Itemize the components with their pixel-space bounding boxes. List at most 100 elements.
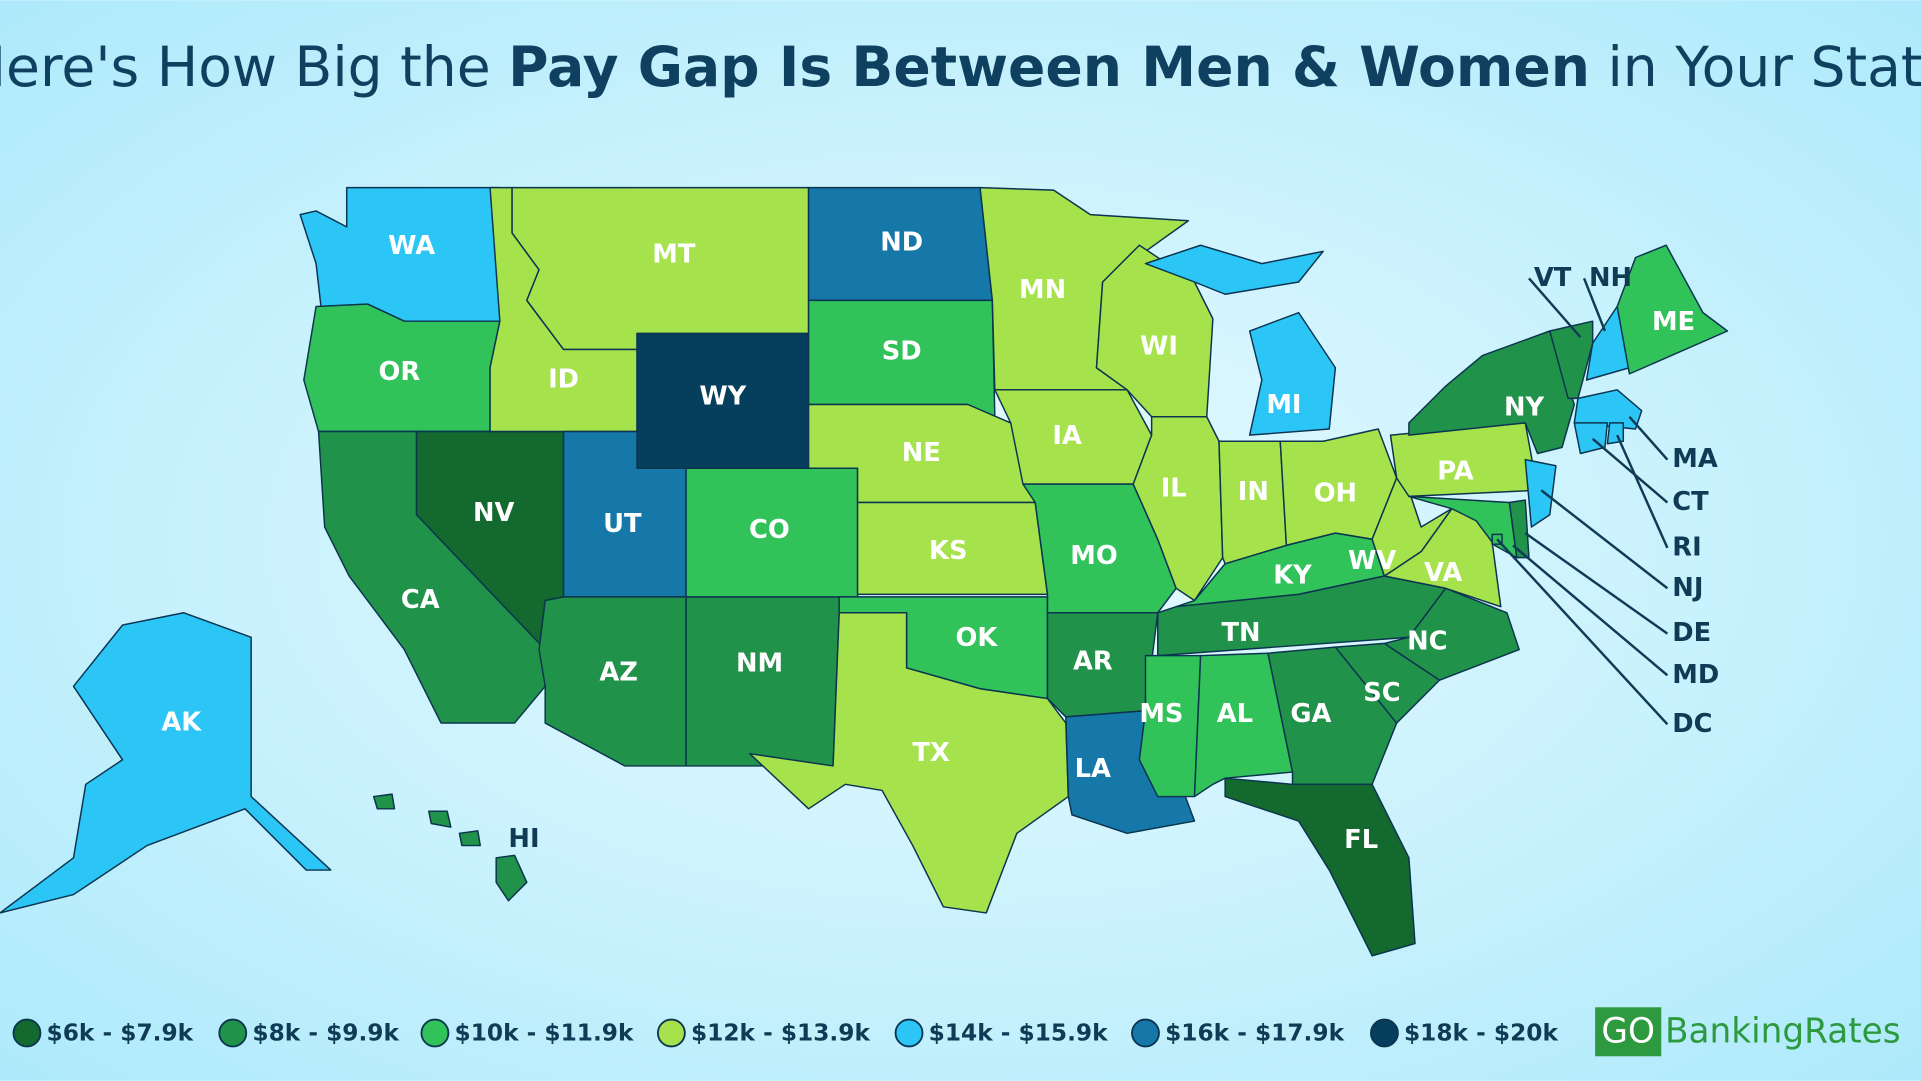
- leader-line: [1528, 277, 1582, 338]
- logo-left: GO: [1601, 1012, 1655, 1052]
- state-shape: [1132, 416, 1224, 602]
- state-shape: [428, 810, 452, 828]
- state-label: UT: [603, 509, 642, 539]
- state-label: AK: [161, 708, 202, 738]
- title-part: in Your State: [1607, 36, 1921, 100]
- state-label: OH: [1314, 478, 1357, 508]
- legend-label: $10k - $11.9k: [455, 1020, 634, 1047]
- state-label: NY: [1504, 393, 1545, 423]
- state-label: MN: [1019, 275, 1066, 305]
- state-label: CT: [1672, 487, 1709, 517]
- state-label: TN: [1222, 618, 1261, 648]
- state-shape: [458, 830, 481, 847]
- state-label: CO: [749, 515, 790, 545]
- legend-swatch: [218, 1018, 248, 1048]
- logo-right: BankingRates: [1665, 1012, 1901, 1052]
- legend-swatch: [1369, 1018, 1399, 1048]
- state-shape: [0, 612, 332, 914]
- state-label: IN: [1238, 477, 1269, 507]
- state-shape: [1248, 311, 1337, 436]
- legend-swatch: [12, 1018, 42, 1048]
- state-label: KY: [1273, 561, 1312, 591]
- legend-swatch: [1131, 1018, 1160, 1048]
- title-part: Here's How Big the: [0, 36, 491, 100]
- title-part: Pay Gap Is Between Men & Women: [508, 36, 1590, 100]
- state-label: ME: [1652, 307, 1695, 337]
- legend: $6k - $7.9k $8k - $9.9k $10k - $11.9k $12k …: [12, 1018, 1558, 1048]
- state-label: MS: [1139, 699, 1183, 729]
- leader-line: [1628, 415, 1669, 461]
- state-shape: [538, 596, 687, 767]
- title: Here's How Big the Pay Gap Is Between Me…: [0, 36, 1921, 100]
- state-label: NC: [1407, 627, 1447, 657]
- leader-line: [1591, 437, 1669, 504]
- leader-line: [1512, 544, 1669, 677]
- state-label: SC: [1363, 678, 1400, 708]
- state-label: RI: [1672, 532, 1701, 562]
- legend-label: $12k - $13.9k: [691, 1020, 870, 1047]
- map: WA OR CA NV ID MT WY UT AZ NM CO ND SD NE KS OK TX MN IA MO…: [0, 186, 1729, 957]
- state-shape: [1524, 458, 1557, 528]
- logo: GO BankingRates: [1595, 1007, 1901, 1057]
- legend-label: $8k - $9.9k: [252, 1020, 399, 1047]
- state-shape: [1383, 587, 1520, 681]
- state-label: OK: [956, 623, 999, 653]
- state-label: LA: [1075, 754, 1111, 784]
- state-shape: [1408, 330, 1576, 455]
- state-label: WY: [699, 382, 746, 412]
- state-label: KS: [929, 536, 967, 566]
- logo-box: [1595, 1007, 1662, 1057]
- state-label: WV: [1348, 546, 1396, 576]
- state-label: GA: [1290, 699, 1331, 729]
- state-shape: [1144, 244, 1324, 295]
- state-label: MA: [1672, 444, 1718, 474]
- legend-label: $16k - $17.9k: [1165, 1020, 1344, 1047]
- state-label: AR: [1073, 646, 1113, 676]
- state-label: IL: [1161, 474, 1187, 504]
- legend-swatch: [894, 1018, 924, 1048]
- state-label: HI: [508, 824, 539, 854]
- state-label: PA: [1437, 456, 1473, 486]
- state-label: NE: [902, 438, 941, 468]
- state-label: OR: [379, 357, 421, 387]
- state-label: NJ: [1672, 573, 1703, 603]
- state-label: MD: [1672, 660, 1719, 690]
- leader-line: [1524, 532, 1669, 635]
- state-label: NV: [473, 498, 515, 528]
- leader-line: [1496, 538, 1669, 726]
- state-shape: [1573, 389, 1643, 430]
- legend-label: $14k - $15.9k: [929, 1020, 1108, 1047]
- state-label: NM: [736, 649, 783, 679]
- state-label: DE: [1672, 618, 1711, 648]
- state-label: VA: [1424, 558, 1462, 588]
- state-shape: [1224, 777, 1416, 957]
- legend-swatch: [420, 1018, 450, 1048]
- state-shape: [495, 854, 528, 902]
- state-label: ID: [548, 365, 579, 395]
- legend-swatch: [656, 1018, 686, 1048]
- state-label: MI: [1266, 390, 1301, 420]
- state-label: TX: [912, 738, 950, 768]
- state-label: WA: [388, 231, 435, 261]
- state-shape: [685, 596, 840, 767]
- state-label: ND: [880, 227, 923, 257]
- state-label: FL: [1344, 825, 1378, 855]
- state-shape: [749, 612, 1070, 914]
- legend-label: $6k - $7.9k: [47, 1020, 194, 1047]
- state-shape: [1616, 244, 1729, 375]
- state-label: CA: [401, 585, 440, 615]
- state-label: SD: [882, 336, 922, 366]
- state-label: MO: [1070, 541, 1117, 571]
- leader-line: [1616, 434, 1669, 549]
- state-shape: [1549, 320, 1594, 400]
- state-label: VT: [1534, 263, 1572, 293]
- leader-line: [1540, 489, 1669, 590]
- state-label: DC: [1672, 709, 1712, 739]
- leader-line: [1582, 277, 1607, 332]
- state-shape: [372, 793, 396, 810]
- state-label: NH: [1589, 263, 1632, 293]
- state-label: AZ: [599, 657, 638, 687]
- legend-label: $18k - $20k: [1404, 1020, 1558, 1047]
- state-label: AL: [1217, 699, 1253, 729]
